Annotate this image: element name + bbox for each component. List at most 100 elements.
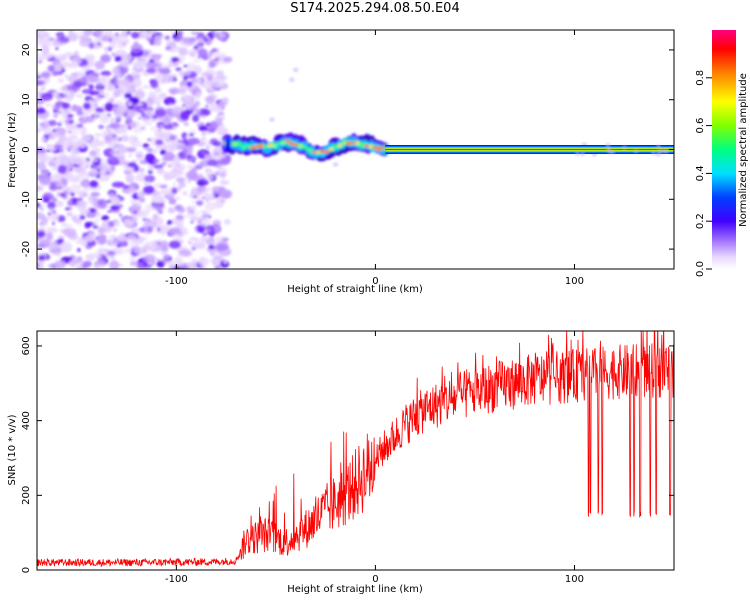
noise-speckle-mark	[148, 30, 157, 35]
noise-speckle-mark	[129, 120, 141, 129]
noise-speckle-mark	[105, 171, 110, 175]
noise-speckle-mark	[146, 138, 152, 142]
noise-speckle-mark	[37, 128, 41, 132]
noise-speckle-mark	[70, 192, 75, 197]
noise-speckle-mark	[60, 241, 73, 253]
noise-speckle-mark	[167, 207, 176, 214]
noise-speckle-mark	[195, 109, 201, 115]
noise-speckle-mark	[167, 141, 180, 151]
noise-speckle-mark	[128, 196, 132, 200]
noise-speckle-mark	[154, 109, 167, 117]
noise-speckle-mark	[44, 102, 52, 107]
noise-speckle-mark	[176, 106, 184, 112]
noise-speckle-mark	[48, 119, 57, 127]
noise-speckle-mark	[105, 200, 112, 204]
noise-speckle-mark	[63, 61, 71, 65]
signal-track-mark	[250, 145, 255, 150]
noise-speckle-mark	[140, 126, 146, 131]
noise-speckle-mark	[143, 185, 155, 194]
noise-speckle-mark	[94, 30, 103, 36]
noise-speckle-mark	[133, 185, 139, 189]
noise-speckle-mark	[79, 215, 86, 220]
noise-speckle-mark	[147, 218, 152, 222]
noise-speckle-mark	[184, 214, 188, 218]
noise-speckle-mark	[143, 254, 156, 263]
noise-speckle-mark	[186, 155, 197, 163]
noise-speckle-mark	[217, 74, 226, 81]
noise-speckle-mark	[194, 100, 201, 107]
noise-speckle-mark	[42, 136, 46, 141]
noise-speckle-mark	[205, 193, 214, 201]
noise-speckle-mark	[100, 70, 112, 77]
noise-speckle-mark	[156, 258, 160, 261]
colorbar-tick-label: 0.0	[695, 261, 706, 277]
snr-ylabel: SNR (10 * v/v)	[7, 414, 18, 485]
noise-speckle-mark	[190, 190, 196, 195]
noise-speckle-mark	[207, 76, 213, 81]
noise-speckle-mark	[107, 242, 111, 246]
noise-speckle-mark	[163, 124, 174, 130]
noise-speckle-mark	[98, 198, 108, 210]
noise-speckle-mark	[111, 167, 115, 171]
noise-speckle-mark	[41, 87, 46, 90]
noise-speckle-mark	[58, 133, 67, 143]
noise-speckle-mark	[52, 210, 57, 214]
noise-speckle-mark	[204, 80, 212, 87]
snr-panel: -100 0 100 0 200 400 600 Height of straight l…	[7, 330, 675, 595]
noise-speckle-mark	[160, 245, 169, 252]
signal-line-spot	[651, 150, 656, 155]
noise-speckle-mark	[114, 55, 122, 62]
noise-speckle-mark	[225, 220, 230, 225]
noise-speckle-mark	[62, 109, 71, 114]
noise-speckle-mark	[37, 243, 46, 249]
noise-speckle-mark	[201, 131, 207, 136]
noise-speckle-mark	[163, 118, 172, 124]
noise-speckle-mark	[220, 198, 226, 204]
noise-speckle-mark	[37, 74, 42, 79]
noise-speckle-mark	[187, 211, 196, 220]
y-tick-label: 20	[21, 44, 32, 57]
noise-speckle-mark	[76, 190, 85, 196]
noise-speckle-mark	[219, 189, 233, 199]
noise-speckle-mark	[48, 183, 57, 191]
noise-speckle-mark	[107, 221, 115, 227]
signal-line-band	[385, 148, 674, 151]
noise-speckle-mark	[333, 162, 339, 167]
signal-track-mark	[306, 148, 313, 153]
noise-speckle-mark	[167, 170, 181, 178]
noise-speckle-mark	[216, 118, 223, 122]
noise-speckle-mark	[52, 41, 58, 47]
noise-speckle-mark	[79, 198, 83, 201]
y-tick-label: 400	[21, 411, 32, 430]
x-tick-label: 0	[372, 276, 378, 287]
noise-speckle-mark	[77, 184, 82, 189]
noise-speckle-mark	[192, 259, 197, 262]
noise-speckle-mark	[168, 198, 177, 205]
noise-speckle-mark	[104, 138, 112, 144]
noise-speckle-mark	[147, 163, 156, 170]
colorbar-tick-label: 0.8	[695, 70, 706, 86]
noise-speckle-mark	[153, 159, 160, 163]
noise-speckle-mark	[136, 262, 145, 269]
noise-speckle-mark	[39, 223, 45, 227]
noise-speckle-mark	[111, 66, 121, 76]
noise-speckle-mark	[108, 46, 112, 50]
noise-speckle-mark	[38, 60, 43, 64]
signal-track-mark	[381, 146, 386, 150]
noise-speckle-mark	[57, 215, 66, 223]
signal-line-spot	[606, 143, 611, 148]
spectrogram-ylabel: Frequency (Hz)	[7, 112, 18, 188]
noise-speckle-mark	[100, 169, 106, 173]
noise-speckle-mark	[186, 145, 194, 152]
noise-speckle-mark	[137, 210, 150, 217]
noise-speckle-mark	[190, 105, 199, 111]
signal-line-spot	[580, 152, 585, 157]
noise-speckle-mark	[200, 209, 206, 214]
noise-speckle-mark	[133, 159, 138, 162]
noise-speckle-mark	[141, 236, 148, 241]
signal-track-mark	[377, 146, 382, 152]
noise-speckle	[37, 30, 597, 269]
noise-speckle-mark	[130, 139, 142, 148]
noise-speckle-mark	[64, 74, 68, 77]
noise-speckle-mark	[182, 191, 188, 196]
